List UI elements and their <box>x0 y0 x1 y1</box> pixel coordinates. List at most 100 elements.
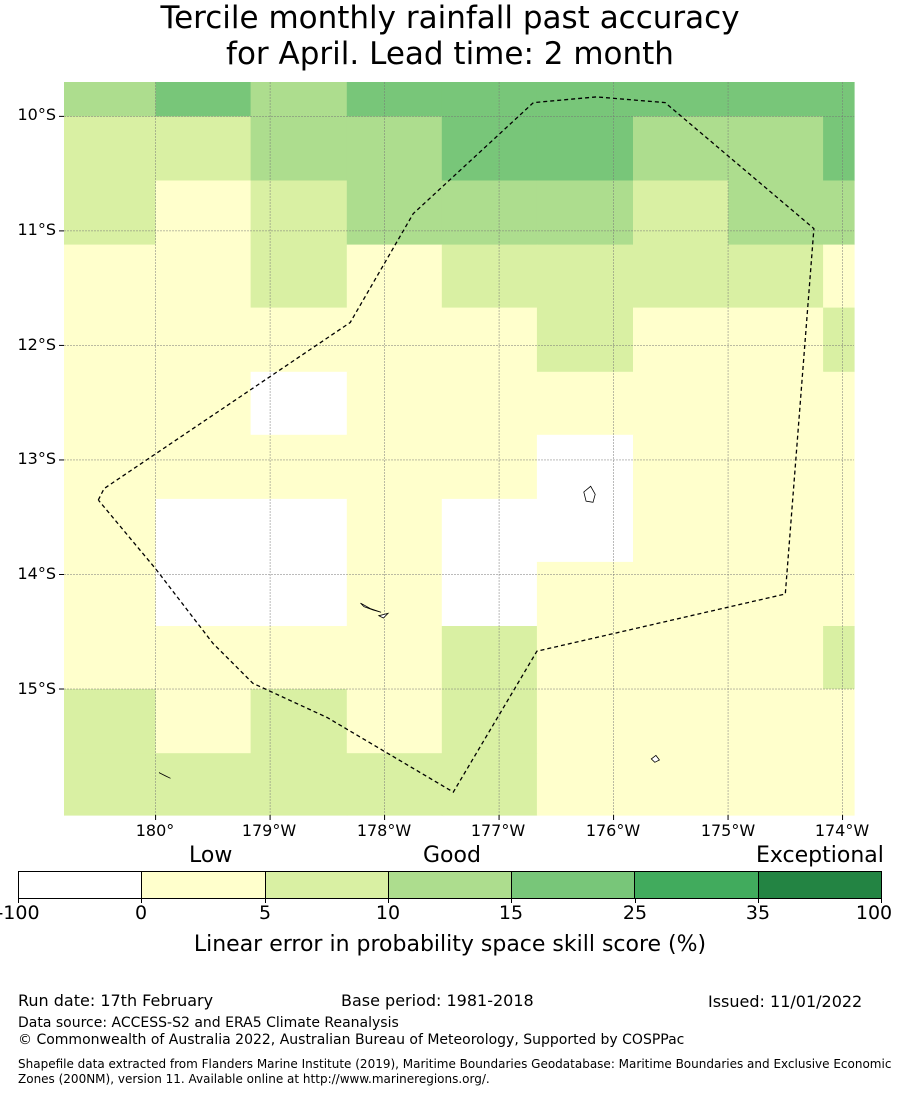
grid-cell <box>64 244 157 309</box>
lat-label-12s: 12°S <box>17 335 56 354</box>
grid-cell <box>536 689 634 754</box>
grid-cell <box>441 626 538 690</box>
grid-cell <box>250 116 348 182</box>
grid-cell <box>633 307 729 373</box>
grid-cell <box>441 180 538 246</box>
grid-cell <box>250 498 348 563</box>
grid-cell <box>64 82 157 117</box>
colorbar-segment-5 <box>512 872 636 898</box>
grid-cell <box>64 307 157 373</box>
grid-cell <box>250 434 348 500</box>
grid-cell <box>64 753 157 816</box>
grid-cell <box>536 434 634 500</box>
grid-cell <box>441 434 538 500</box>
lon-label-178w: 178°W <box>356 821 412 840</box>
islands <box>158 485 661 779</box>
grid-cell <box>346 82 443 117</box>
grid-cell <box>823 626 855 690</box>
grid-cell <box>823 434 855 500</box>
grid-cell <box>155 561 252 627</box>
grid-cell <box>250 689 348 754</box>
island-5 <box>158 772 171 779</box>
grid-cell <box>728 434 824 500</box>
grid-cell <box>823 244 855 309</box>
grid-cell <box>346 753 443 816</box>
grid-cell <box>823 180 855 246</box>
grid-cell <box>64 434 157 500</box>
lon-label-180: 180° <box>135 821 175 840</box>
colorbar-tick-10: 10 <box>375 902 401 924</box>
colorbar-title: Linear error in probability space skill … <box>193 932 707 957</box>
grid-cell <box>346 116 443 182</box>
lat-label-10s: 10°S <box>17 105 56 124</box>
colorbar-tick-100: 100 <box>855 902 893 924</box>
grid-cell <box>64 498 157 563</box>
grid-cell <box>346 626 443 690</box>
lon-label-174w: 174°W <box>814 821 870 840</box>
colorbar-tick-15: 15 <box>498 902 524 924</box>
grid-cell <box>155 180 252 246</box>
colorbar-segment-6 <box>635 872 759 898</box>
island-3 <box>377 612 390 619</box>
grid-cell <box>536 307 634 373</box>
grid-cell <box>250 180 348 246</box>
lon-label-179w: 179°W <box>241 821 297 840</box>
island-2 <box>360 602 382 613</box>
colorbar-tick-mark <box>265 899 266 903</box>
grid-cell <box>155 244 252 309</box>
grid-cell <box>536 561 634 627</box>
legend-category-good: Good <box>423 843 481 868</box>
shapefile-note: Shapefile data extracted from Flanders M… <box>18 1057 892 1086</box>
grid-cell <box>441 498 538 563</box>
grid-cell <box>823 82 855 117</box>
grid-cell <box>155 82 252 117</box>
grid-cell <box>633 180 729 246</box>
colorbar-segment-4 <box>388 872 513 898</box>
colorbar-tick-35: 35 <box>745 902 771 924</box>
grid-cell <box>155 116 252 182</box>
graticule <box>59 82 854 820</box>
grid-cell <box>728 371 824 436</box>
grid-cell <box>250 82 348 117</box>
legend-category-low: Low <box>189 843 233 868</box>
lat-label-11s: 11°S <box>17 220 56 239</box>
grid-cell <box>155 689 252 754</box>
grid-cell <box>536 180 634 246</box>
grid-cell <box>728 307 824 373</box>
grid-cell <box>64 116 157 182</box>
colorbar-segment-7 <box>758 872 881 898</box>
grid-cell <box>155 498 252 563</box>
grid-cell <box>633 689 729 754</box>
colorbar-tick-mark <box>511 899 512 903</box>
grid-cell <box>346 371 443 436</box>
grid-cell <box>823 561 855 627</box>
grid-cell <box>728 244 824 309</box>
grid-cell <box>441 307 538 373</box>
grid-cell <box>536 116 634 182</box>
grid-cell <box>536 82 634 117</box>
colorbar-tick-5: 5 <box>258 902 272 924</box>
grid-cell <box>64 180 157 246</box>
grid-cell <box>346 244 443 309</box>
grid-cell <box>823 689 855 754</box>
grid-cell <box>250 626 348 690</box>
grid-cell <box>155 307 252 373</box>
grid-cell <box>64 626 157 690</box>
grid-cell <box>441 561 538 627</box>
grid-cell <box>155 753 252 816</box>
grid-cell <box>728 82 824 117</box>
lon-label-176w: 176°W <box>585 821 641 840</box>
grid-cell <box>728 689 824 754</box>
grid-cell <box>346 434 443 500</box>
lat-label-13s: 13°S <box>17 449 56 468</box>
map-title-line-1: Tercile monthly rainfall past accuracy <box>160 0 740 36</box>
grid-cell <box>346 689 443 754</box>
grid-cell <box>728 626 824 690</box>
island-1 <box>583 485 596 503</box>
grid-cell <box>633 82 729 117</box>
data-source: Data source: ACCESS-S2 and ERA5 Climate … <box>18 1015 399 1031</box>
grid-cell <box>64 561 157 627</box>
grid-cell <box>346 498 443 563</box>
grid-cell <box>250 561 348 627</box>
copyright: © Commonwealth of Australia 2022, Austra… <box>18 1032 685 1048</box>
